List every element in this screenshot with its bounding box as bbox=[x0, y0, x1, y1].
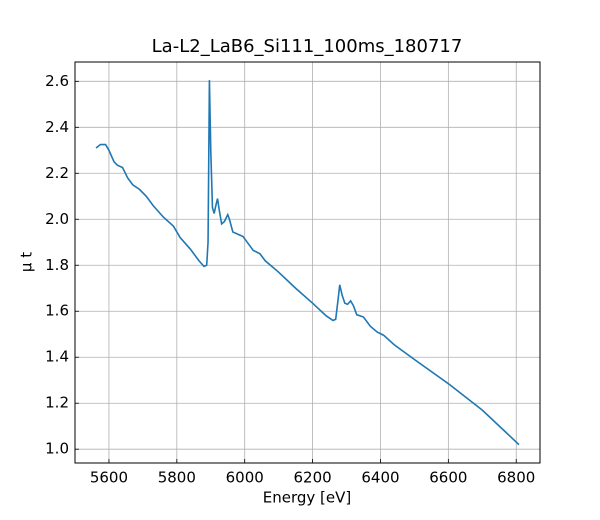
y-tick-label: 2.4 bbox=[45, 118, 69, 136]
y-axis-label: μ t bbox=[18, 252, 36, 272]
x-tick-label: 6600 bbox=[429, 469, 467, 487]
x-tick-label: 6800 bbox=[497, 469, 535, 487]
x-tick-label: 6200 bbox=[293, 469, 331, 487]
x-axis-label: Energy [eV] bbox=[263, 489, 351, 507]
y-tick-label: 1.4 bbox=[45, 348, 69, 366]
x-tick-label: 6000 bbox=[226, 469, 264, 487]
y-tick-label: 1.2 bbox=[45, 394, 69, 412]
y-tick-label: 1.8 bbox=[45, 256, 69, 274]
y-tick-label: 2.2 bbox=[45, 164, 69, 182]
x-tick-label: 5600 bbox=[90, 469, 128, 487]
plot-frame bbox=[74, 61, 541, 464]
y-tick-label: 2.0 bbox=[45, 210, 69, 228]
y-tick-label: 1.0 bbox=[45, 440, 69, 458]
x-tick-label: 5800 bbox=[158, 469, 196, 487]
y-tick-label: 1.6 bbox=[45, 302, 69, 320]
x-tick-label: 6400 bbox=[361, 469, 399, 487]
chart-title: La-L2_LaB6_Si111_100ms_180717 bbox=[152, 36, 463, 57]
data-line bbox=[95, 80, 520, 446]
y-tick-label: 2.6 bbox=[45, 72, 69, 90]
